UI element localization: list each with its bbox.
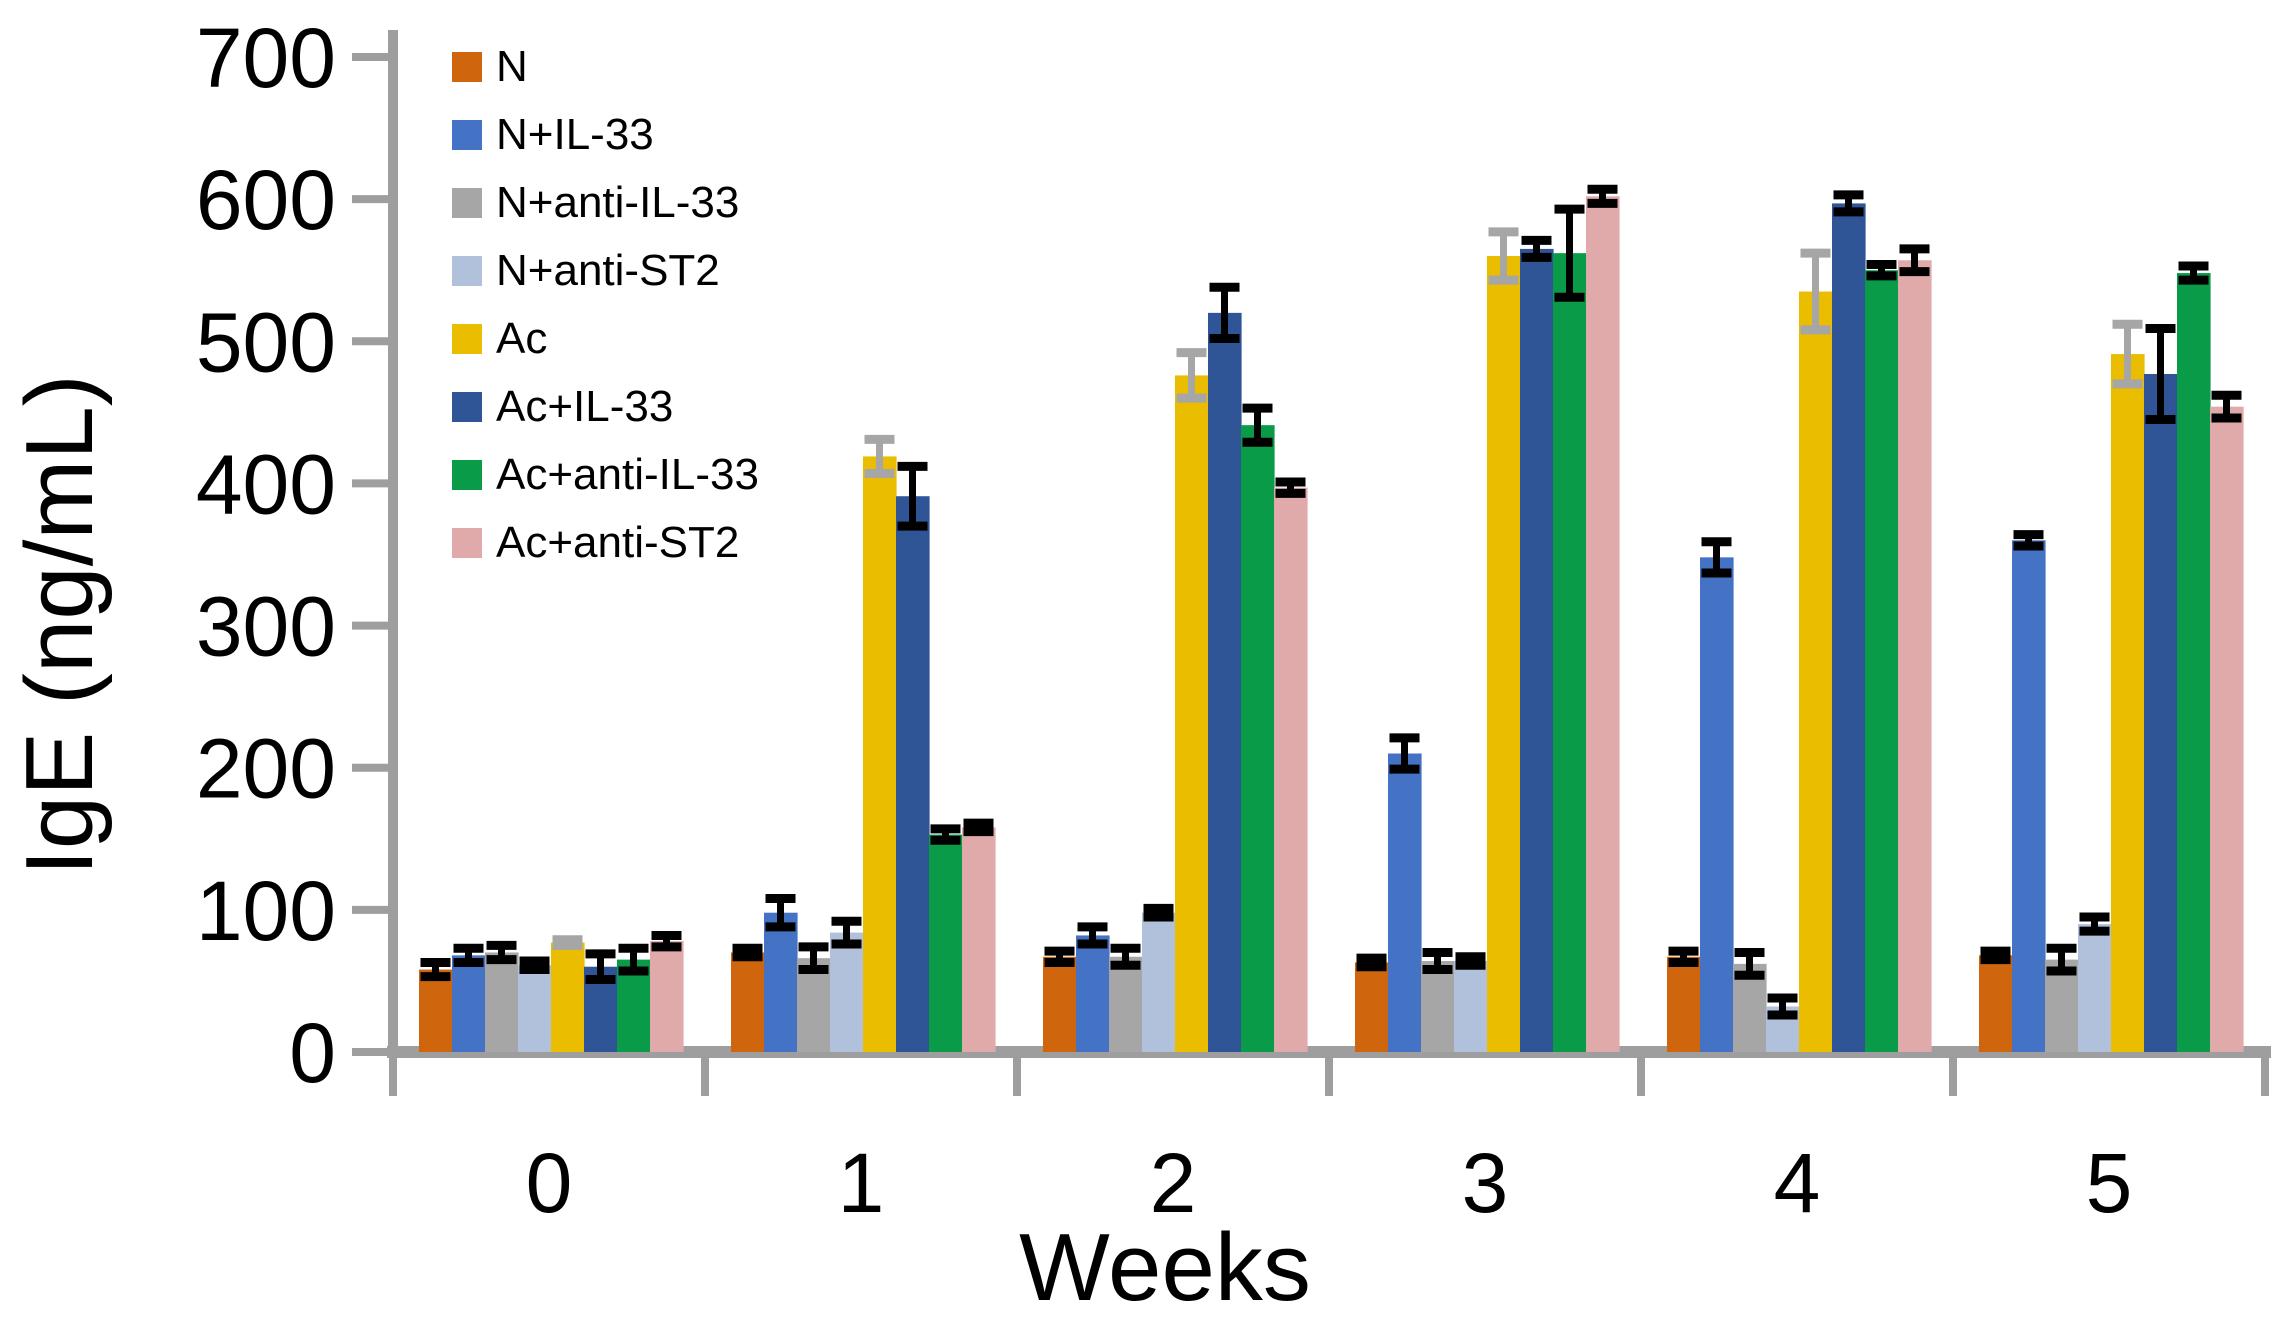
bar [518, 965, 552, 1052]
bar [1553, 253, 1587, 1052]
bar [650, 941, 684, 1052]
bar [962, 827, 996, 1052]
bar [1865, 270, 1899, 1052]
x-tick-label: 3 [1462, 1136, 1509, 1230]
bar [1487, 256, 1521, 1052]
legend-swatch [452, 392, 482, 422]
y-tick-label: 600 [196, 153, 336, 247]
bar [1076, 935, 1110, 1052]
y-tick-label: 300 [196, 580, 336, 674]
bar [764, 912, 798, 1052]
legend-label: N [496, 42, 528, 91]
bar [1421, 961, 1455, 1052]
bar [1355, 962, 1389, 1052]
legend-item: N+anti-ST2 [452, 246, 759, 295]
legend-item: Ac+anti-ST2 [452, 518, 759, 567]
y-tick-label: 100 [196, 864, 336, 958]
legend-item: Ac+IL-33 [452, 382, 759, 431]
bar [452, 955, 486, 1052]
legend-label: N+anti-ST2 [496, 246, 720, 295]
bar [2012, 540, 2046, 1052]
x-tick-label: 0 [526, 1136, 573, 1230]
bar [1241, 425, 1275, 1052]
legend-item: N+anti-IL-33 [452, 178, 759, 227]
bar [1520, 248, 1554, 1053]
bar [2111, 354, 2145, 1052]
bar [1454, 961, 1488, 1052]
bar [2177, 273, 2211, 1052]
x-axis-title: Weeks [1019, 1214, 1311, 1321]
bar [1109, 956, 1143, 1052]
y-tick-label: 700 [196, 11, 336, 105]
bar [1208, 312, 1242, 1052]
y-tick-label: 400 [196, 437, 336, 531]
legend-swatch [452, 460, 482, 490]
legend-swatch [452, 52, 482, 82]
bar [1667, 956, 1701, 1052]
legend-label: N+IL-33 [496, 110, 654, 159]
legend-label: Ac+anti-IL-33 [496, 450, 759, 499]
bar [1175, 375, 1209, 1052]
bar [896, 496, 930, 1052]
legend-item: Ac+anti-IL-33 [452, 450, 759, 499]
legend-label: Ac+anti-ST2 [496, 518, 740, 567]
x-tick-label: 1 [838, 1136, 885, 1230]
x-tick-label: 4 [1774, 1136, 1821, 1230]
bar [485, 952, 519, 1052]
bar [2210, 406, 2244, 1053]
legend-swatch [452, 324, 482, 354]
bar [731, 952, 765, 1052]
legend-swatch [452, 256, 482, 286]
y-tick-label: 0 [289, 1006, 336, 1100]
bar [1274, 487, 1308, 1052]
bar [2078, 924, 2112, 1052]
bar [1388, 753, 1422, 1052]
legend-item: Ac [452, 314, 759, 363]
legend-swatch [452, 528, 482, 558]
legend-item: N [452, 42, 759, 91]
x-tick-label: 5 [2086, 1136, 2133, 1230]
bar [1832, 203, 1866, 1052]
bar [551, 942, 585, 1052]
bar [1979, 955, 2013, 1052]
legend-swatch [452, 188, 482, 218]
bar [1700, 557, 1734, 1052]
legend-label: Ac+IL-33 [496, 382, 674, 431]
legend-swatch [452, 120, 482, 150]
bar [929, 834, 963, 1052]
bar [830, 932, 864, 1052]
y-axis-title: IgE (ng/mL) [6, 374, 113, 876]
legend-item: N+IL-33 [452, 110, 759, 159]
bar [1142, 912, 1176, 1052]
bar [2144, 373, 2178, 1052]
legend: N N+IL-33 N+anti-IL-33 N+anti-ST2 Ac Ac+IL-33… [452, 42, 759, 567]
bar [1586, 196, 1620, 1053]
y-tick-label: 500 [196, 295, 336, 389]
y-tick-label: 200 [196, 722, 336, 816]
bar [1043, 956, 1077, 1052]
bar [863, 456, 897, 1053]
bar [1898, 260, 1932, 1052]
bar [419, 969, 453, 1052]
x-tick-label: 2 [1150, 1136, 1197, 1230]
legend-label: Ac [496, 314, 548, 363]
legend-label: N+anti-IL-33 [496, 178, 740, 227]
bar [1799, 291, 1833, 1052]
